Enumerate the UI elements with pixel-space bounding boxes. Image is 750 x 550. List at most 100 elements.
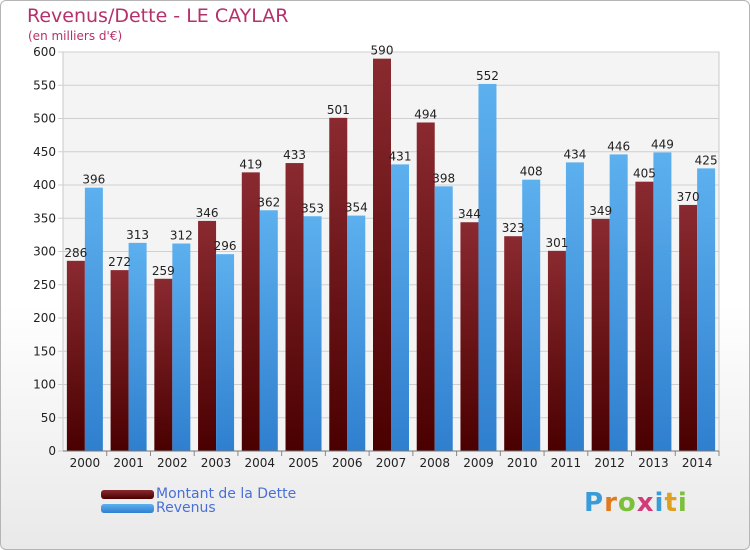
bar-dette — [547, 250, 566, 451]
data-label-dette: 405 — [633, 167, 656, 181]
x-tick-label: 2014 — [682, 456, 713, 470]
bar-dette — [460, 222, 479, 451]
legend-item-dette: Montant de la Dette — [101, 487, 296, 501]
y-tick-label: 500 — [33, 112, 56, 126]
bar-revenus — [653, 152, 672, 452]
y-tick-label: 600 — [33, 45, 56, 59]
x-tick-label: 2011 — [551, 456, 582, 470]
bar-dette — [373, 58, 391, 452]
bar-dette — [241, 172, 260, 452]
y-tick-label: 0 — [48, 444, 56, 458]
x-tick-label: 2004 — [245, 456, 276, 470]
bar-dette — [591, 218, 610, 451]
y-tick-label: 50 — [41, 411, 56, 425]
bar-revenus — [172, 243, 191, 451]
bar-revenus — [391, 164, 409, 451]
bar-revenus — [434, 186, 453, 451]
y-tick-label: 550 — [33, 78, 56, 92]
data-label-revenus: 431 — [389, 149, 412, 163]
data-label-dette: 501 — [327, 103, 350, 117]
data-label-revenus: 296 — [214, 239, 237, 253]
y-tick-label: 350 — [33, 211, 56, 225]
data-label-dette: 590 — [371, 44, 394, 58]
data-label-revenus: 353 — [301, 201, 324, 215]
data-label-revenus: 449 — [651, 137, 674, 151]
x-tick-label: 2013 — [638, 456, 669, 470]
x-tick-label: 2003 — [201, 456, 232, 470]
bar-revenus — [347, 215, 366, 451]
bar-revenus — [478, 83, 497, 452]
bar-revenus — [522, 179, 541, 451]
bar-dette — [329, 117, 348, 452]
data-label-revenus: 354 — [345, 201, 368, 215]
bars-layer — [66, 58, 716, 452]
x-tick-label: 2012 — [594, 456, 625, 470]
x-tick-label: 2010 — [507, 456, 538, 470]
legend-label-dette: Montant de la Dette — [156, 486, 297, 502]
bar-dette — [110, 270, 129, 451]
data-label-revenus: 313 — [126, 228, 149, 242]
bar-dette — [679, 204, 698, 451]
axis-layer: 0 50 100 150 200 250 300 350 400 450 500 550 600 2000… — [33, 45, 720, 470]
data-label-revenus: 398 — [432, 171, 455, 185]
bar-revenus — [84, 187, 103, 451]
y-tick-label: 250 — [33, 278, 56, 292]
bar-revenus — [697, 168, 716, 451]
data-label-dette: 272 — [108, 255, 131, 269]
chart-title: Revenus/Dette - LE CAYLAR — [27, 5, 289, 27]
data-label-dette: 349 — [589, 204, 612, 218]
logo-letter: o — [617, 488, 637, 518]
logo-letter: r — [604, 488, 618, 518]
data-label-revenus: 552 — [476, 69, 499, 83]
bar-revenus — [609, 154, 628, 451]
bar-dette — [635, 181, 654, 452]
legend: Montant de la Dette Revenus — [101, 487, 296, 515]
logo-letter: t — [664, 488, 678, 518]
logo-letter: x — [636, 488, 655, 518]
bar-revenus — [128, 242, 147, 451]
data-label-dette: 346 — [196, 206, 219, 220]
x-tick-label: 2005 — [288, 456, 319, 470]
bar-revenus — [303, 216, 322, 451]
bar-revenus — [565, 162, 584, 451]
x-tick-label: 2006 — [332, 456, 363, 470]
data-label-dette: 344 — [458, 207, 481, 221]
data-label-revenus: 312 — [170, 229, 193, 243]
bar-dette — [285, 163, 304, 451]
x-tick-label: 2008 — [419, 456, 450, 470]
bar-dette — [416, 122, 435, 452]
data-label-dette: 370 — [677, 190, 700, 204]
bar-dette — [504, 236, 523, 451]
y-tick-label: 450 — [33, 145, 56, 159]
proxiti-logo: Proxiti — [584, 488, 688, 518]
legend-swatch-revenus — [101, 503, 154, 513]
data-label-revenus: 362 — [257, 195, 280, 209]
data-label-dette: 323 — [502, 221, 525, 235]
legend-item-revenus: Revenus — [101, 501, 296, 515]
data-label-revenus: 446 — [607, 139, 630, 153]
y-tick-label: 150 — [33, 344, 56, 358]
data-label-dette: 433 — [283, 148, 306, 162]
x-tick-label: 2009 — [463, 456, 494, 470]
logo-letter: i — [677, 488, 688, 518]
data-label-revenus: 425 — [695, 153, 718, 167]
data-label-dette: 301 — [545, 236, 568, 250]
data-label-revenus: 408 — [520, 165, 543, 179]
y-tick-label: 200 — [33, 311, 56, 325]
legend-label-revenus: Revenus — [156, 500, 216, 516]
logo-letter: P — [584, 488, 605, 518]
x-tick-label: 2001 — [113, 456, 144, 470]
bar-revenus — [259, 210, 278, 451]
x-tick-label: 2007 — [376, 456, 407, 470]
chart-subtitle: (en milliers d'€) — [28, 29, 123, 43]
y-tick-label: 400 — [33, 178, 56, 192]
bar-revenus — [216, 254, 235, 451]
data-label-revenus: 434 — [563, 147, 586, 161]
data-label-dette: 494 — [414, 107, 437, 121]
legend-swatch-dette — [101, 489, 154, 499]
logo-letter: i — [654, 488, 665, 518]
bar-dette — [66, 260, 85, 451]
y-tick-label: 300 — [33, 245, 56, 259]
